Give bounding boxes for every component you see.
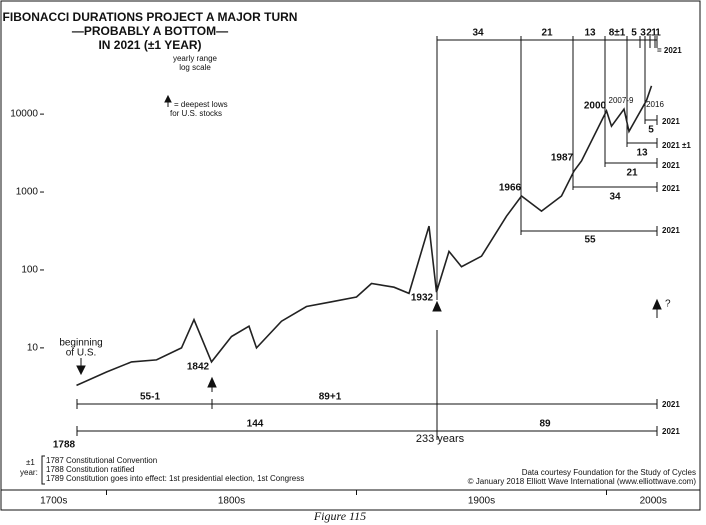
label: 2007-9: [609, 96, 634, 105]
year: 2021: [662, 427, 680, 436]
duration: 55-1: [140, 392, 160, 403]
y-tick-label: 1000: [16, 187, 39, 198]
bracket: [521, 226, 658, 236]
label: 1966: [499, 183, 522, 194]
title: —PROBABLY A BOTTOM—: [72, 24, 228, 38]
x-tick-label: 1700s: [40, 496, 67, 507]
subtitle: log scale: [179, 63, 211, 72]
price-line: [76, 85, 653, 387]
duration: 233 years: [416, 433, 465, 445]
duration: 34: [609, 192, 621, 203]
duration: 1: [651, 28, 657, 39]
y-tick-label: 100: [21, 265, 38, 276]
year: 2021: [662, 226, 680, 235]
duration: 8±1: [609, 28, 626, 39]
year: 1788: [53, 440, 76, 451]
x-axis-box: [0, 489, 701, 511]
label: 1842: [187, 362, 210, 373]
subtitle: yearly range: [173, 54, 218, 63]
title: IN 2021 (±1 YEAR): [98, 38, 201, 52]
duration: 5: [648, 125, 654, 136]
duration: 89+1: [319, 392, 342, 403]
duration: 89: [539, 419, 551, 430]
duration: 55: [584, 235, 596, 246]
x-tick-label: 1800s: [218, 496, 245, 507]
caption: Figure 115: [313, 509, 366, 523]
label: ?: [665, 299, 671, 310]
legend-arrow: [164, 94, 172, 107]
label: 2000: [584, 101, 607, 112]
label: 1932: [411, 293, 434, 304]
year: 2021: [662, 400, 680, 409]
duration: 34: [472, 28, 484, 39]
year: 2021: [662, 117, 680, 126]
arrow: [207, 376, 217, 392]
legend-text: for U.S. stocks: [170, 109, 222, 118]
label: of U.S.: [66, 348, 97, 359]
year: 2021: [662, 184, 680, 193]
duration: 13: [584, 28, 596, 39]
title: FIBONACCI DURATIONS PROJECT A MAJOR TURN: [3, 10, 298, 24]
bracket: [76, 399, 658, 409]
duration: 2: [646, 28, 652, 39]
label: 2016: [646, 100, 664, 109]
x-tick-label: 1900s: [468, 496, 495, 507]
duration: 144: [247, 419, 264, 430]
arrow: [76, 358, 86, 376]
bracket: [645, 115, 658, 125]
duration: 3: [640, 28, 646, 39]
bracket: [76, 426, 658, 436]
footnote: 1789 Constitution goes into effect: 1st …: [46, 474, 304, 483]
credit: © January 2018 Elliott Wave Internationa…: [468, 477, 697, 486]
x-tick-label: 2000s: [640, 496, 667, 507]
duration: 5: [631, 28, 637, 39]
footnote: year:: [20, 468, 38, 477]
bracket: [573, 182, 658, 192]
duration: 13: [636, 148, 648, 159]
year: 2021: [662, 161, 680, 170]
bracket: [627, 138, 658, 148]
duration: 21: [541, 28, 553, 39]
duration: = 2021: [657, 46, 682, 55]
footnote-bracket: [41, 455, 45, 485]
arrow: [652, 298, 662, 318]
duration: 1: [655, 28, 661, 39]
duration: 21: [626, 168, 638, 179]
y-tick-label: 10: [27, 343, 39, 354]
y-tick-label: 10000: [10, 109, 38, 120]
label: beginning: [59, 338, 102, 349]
footnote: 1788 Constitution ratified: [46, 465, 135, 474]
credit: Data courtesy Foundation for the Study o…: [522, 468, 696, 477]
legend-text: = deepest lows: [174, 100, 228, 109]
footnote: ±1: [26, 458, 35, 467]
footnote: 1787 Constitutional Convention: [46, 456, 157, 465]
year: 2021 ±1: [662, 141, 691, 150]
label: 1987: [551, 153, 574, 164]
bracket: [605, 158, 658, 168]
arrow: [432, 300, 442, 312]
